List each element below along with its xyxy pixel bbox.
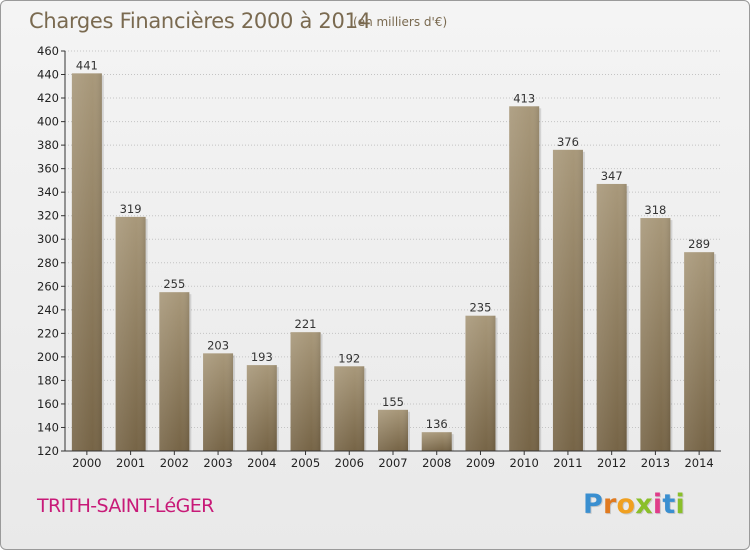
y-tick-label: 420: [37, 91, 59, 105]
y-tick-label: 240: [37, 303, 59, 317]
bar-highlight: [71, 73, 102, 452]
bar-value-label: 318: [644, 203, 666, 217]
bar-highlight: [115, 216, 146, 451]
bar-highlight: [290, 332, 321, 451]
logo-letter: r: [603, 489, 617, 520]
bar-highlight: [378, 409, 408, 451]
proxiti-logo: Proxiti: [583, 489, 685, 520]
x-tick-label: 2000: [72, 456, 101, 470]
bar-highlight: [246, 365, 277, 451]
bars: [71, 73, 717, 452]
chart-subtitle: (en milliers d'€): [353, 15, 448, 29]
y-tick-label: 140: [37, 420, 59, 434]
x-tick-label: 2014: [684, 456, 713, 470]
x-tick-label: 2012: [597, 456, 626, 470]
value-labels: 441 319 255 203 193 221 192 155 136 235 413 376 347 3…: [76, 58, 710, 431]
x-tick-label: 2011: [553, 456, 582, 470]
x-tick-label: 2003: [203, 456, 232, 470]
bar-value-label: 376: [557, 135, 579, 149]
bar-highlight: [421, 432, 452, 451]
x-axis-ticks: 2000 2001 2002 2003 2004 2005 2006 2007 2008 2009…: [72, 451, 714, 470]
place-name: TRITH-SAINT-LéGER: [37, 495, 214, 517]
logo-letter: i: [675, 489, 685, 520]
logo-letter: t: [662, 489, 676, 520]
bar-value-label: 347: [601, 169, 623, 183]
bar-highlight: [684, 252, 715, 451]
y-tick-label: 120: [37, 444, 59, 458]
x-tick-label: 2004: [247, 456, 276, 470]
bar-value-label: 193: [251, 350, 273, 364]
x-tick-label: 2009: [466, 456, 495, 470]
bar-value-label: 319: [120, 202, 142, 216]
y-tick-label: 360: [37, 162, 59, 176]
bar-highlight: [465, 315, 496, 451]
y-tick-label: 300: [37, 232, 59, 246]
logo-letter: x: [635, 489, 653, 520]
x-tick-label: 2006: [335, 456, 364, 470]
y-tick-label: 200: [37, 350, 59, 364]
bar-highlight: [596, 183, 627, 452]
y-axis-ticks: 120 140 160 180 200 220 240 260 280 300 320 340 360 3…: [37, 44, 65, 458]
y-tick-label: 340: [37, 185, 59, 199]
bar-highlight: [334, 366, 365, 451]
bar-value-label: 192: [338, 351, 360, 365]
bar-value-label: 255: [163, 277, 185, 291]
chart-title: Charges Financières 2000 à 2014: [29, 9, 371, 33]
bar-value-label: 155: [382, 395, 404, 409]
x-tick-label: 2001: [116, 456, 145, 470]
y-tick-label: 380: [37, 138, 59, 152]
bar-highlight: [159, 292, 190, 451]
bar-value-label: 221: [295, 317, 317, 331]
bar-highlight: [203, 353, 234, 451]
x-tick-label: 2002: [160, 456, 189, 470]
bar-highlight: [509, 106, 540, 451]
y-tick-label: 440: [37, 68, 59, 82]
bar-value-label: 441: [76, 58, 98, 72]
x-tick-label: 2013: [641, 456, 670, 470]
bar-value-label: 235: [469, 301, 491, 315]
y-tick-label: 320: [37, 209, 59, 223]
x-tick-label: 2005: [291, 456, 320, 470]
logo-letter: i: [652, 489, 663, 520]
bar-highlight: [552, 149, 583, 451]
bar-value-label: 413: [513, 91, 535, 105]
bar-value-label: 203: [207, 338, 229, 352]
y-tick-label: 260: [37, 279, 59, 293]
logo-letter: P: [583, 489, 603, 520]
y-tick-label: 160: [37, 397, 59, 411]
bar-highlight: [640, 218, 671, 451]
y-tick-label: 280: [37, 256, 59, 270]
y-tick-label: 460: [37, 44, 59, 58]
bar-value-label: 289: [688, 237, 710, 251]
y-tick-label: 220: [37, 326, 59, 340]
bar-value-label: 136: [426, 417, 448, 431]
x-tick-label: 2008: [422, 456, 451, 470]
x-tick-label: 2007: [378, 456, 407, 470]
logo-letter: o: [616, 489, 636, 520]
y-tick-label: 400: [37, 115, 59, 129]
y-tick-label: 180: [37, 373, 59, 387]
x-tick-label: 2010: [510, 456, 539, 470]
